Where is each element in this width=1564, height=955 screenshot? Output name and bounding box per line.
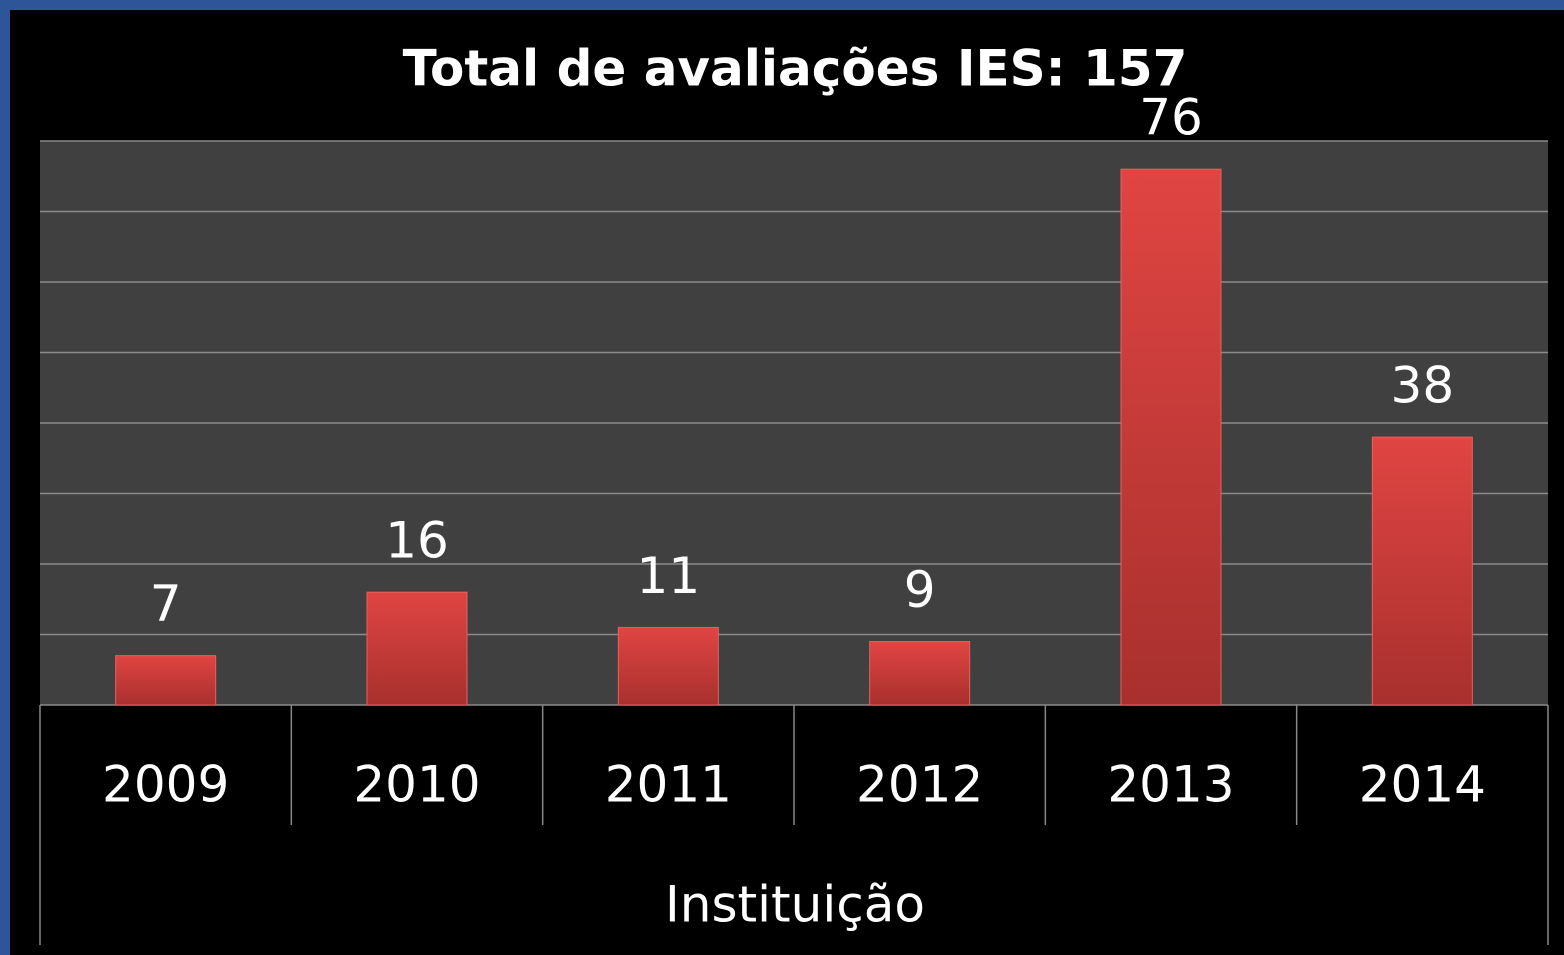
- bar: [1371, 436, 1473, 706]
- bar: [617, 626, 719, 706]
- data-label: 76: [1139, 89, 1203, 147]
- bar: [869, 641, 971, 706]
- x-tick-label: 2013: [1107, 756, 1234, 814]
- bar: [115, 655, 217, 706]
- data-label: 16: [385, 512, 449, 570]
- x-tick-label: 2011: [605, 756, 732, 814]
- data-label: 7: [150, 575, 182, 633]
- data-label: 38: [1391, 357, 1455, 415]
- x-axis-label: Instituição: [665, 876, 925, 934]
- data-label: 11: [637, 547, 701, 605]
- bar: [366, 591, 468, 706]
- chart-title: Total de avaliações IES: 157: [403, 40, 1188, 98]
- bar: [1120, 168, 1222, 706]
- x-tick-label: 2010: [353, 756, 480, 814]
- x-tick-label: 2009: [102, 756, 229, 814]
- data-label: 9: [904, 561, 936, 619]
- x-tick-label: 2012: [856, 756, 983, 814]
- x-tick-label: 2014: [1359, 756, 1486, 814]
